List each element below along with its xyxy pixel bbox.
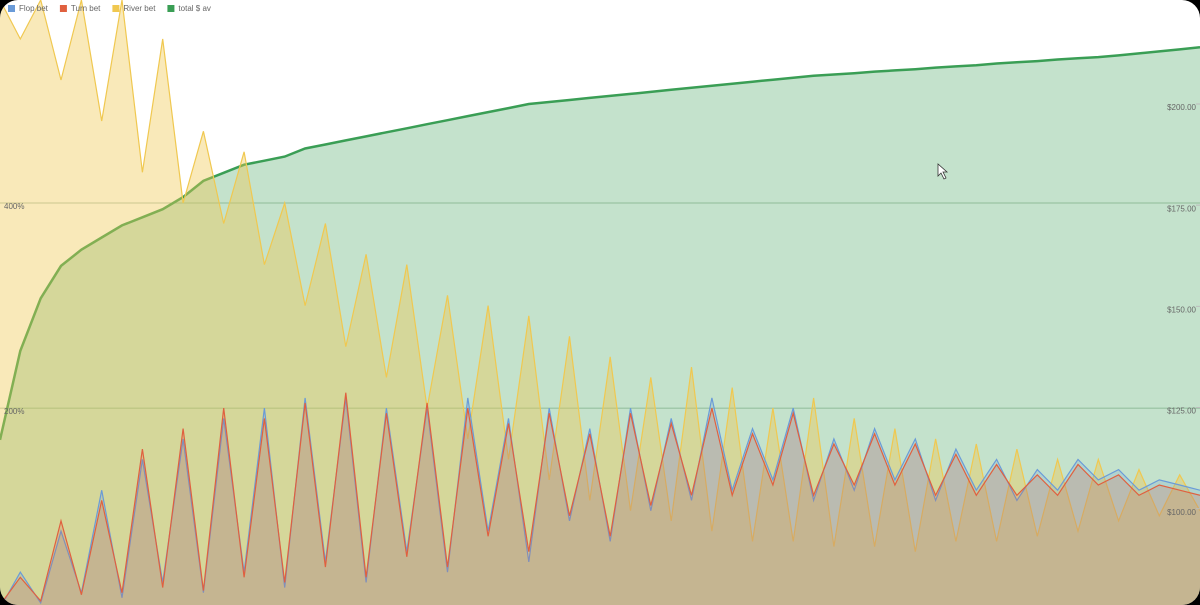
legend-label: total $ av xyxy=(178,4,210,13)
overlay: 200% 400% $100.00 $125.00 $150.00 $175.00 $200… xyxy=(4,4,1200,517)
series-line xyxy=(0,46,1200,441)
y2-tick-label: $175.00 xyxy=(1167,204,1196,213)
y2-tick-label: $125.00 xyxy=(1167,407,1196,416)
y2-tick-label: $200.00 xyxy=(1167,103,1196,112)
y-tick-label: 400% xyxy=(4,202,24,211)
series-area xyxy=(0,392,1200,605)
series-area xyxy=(0,47,1200,605)
legend-swatch xyxy=(8,5,15,12)
legend-swatch xyxy=(167,5,175,12)
legend-swatch xyxy=(59,5,67,12)
legend-swatch xyxy=(112,5,120,12)
y-tick-label: 200% xyxy=(4,407,24,416)
legend-label: River bet xyxy=(123,4,156,13)
mouse-cursor xyxy=(937,163,949,180)
series-line xyxy=(0,392,1200,605)
series-line xyxy=(0,0,1200,552)
y2-tick-label: $150.00 xyxy=(1167,305,1196,314)
y2-tick-label: $100.00 xyxy=(1167,508,1196,517)
legend-label: Flop bet xyxy=(19,4,49,13)
legend-label: Turn bet xyxy=(71,4,101,13)
